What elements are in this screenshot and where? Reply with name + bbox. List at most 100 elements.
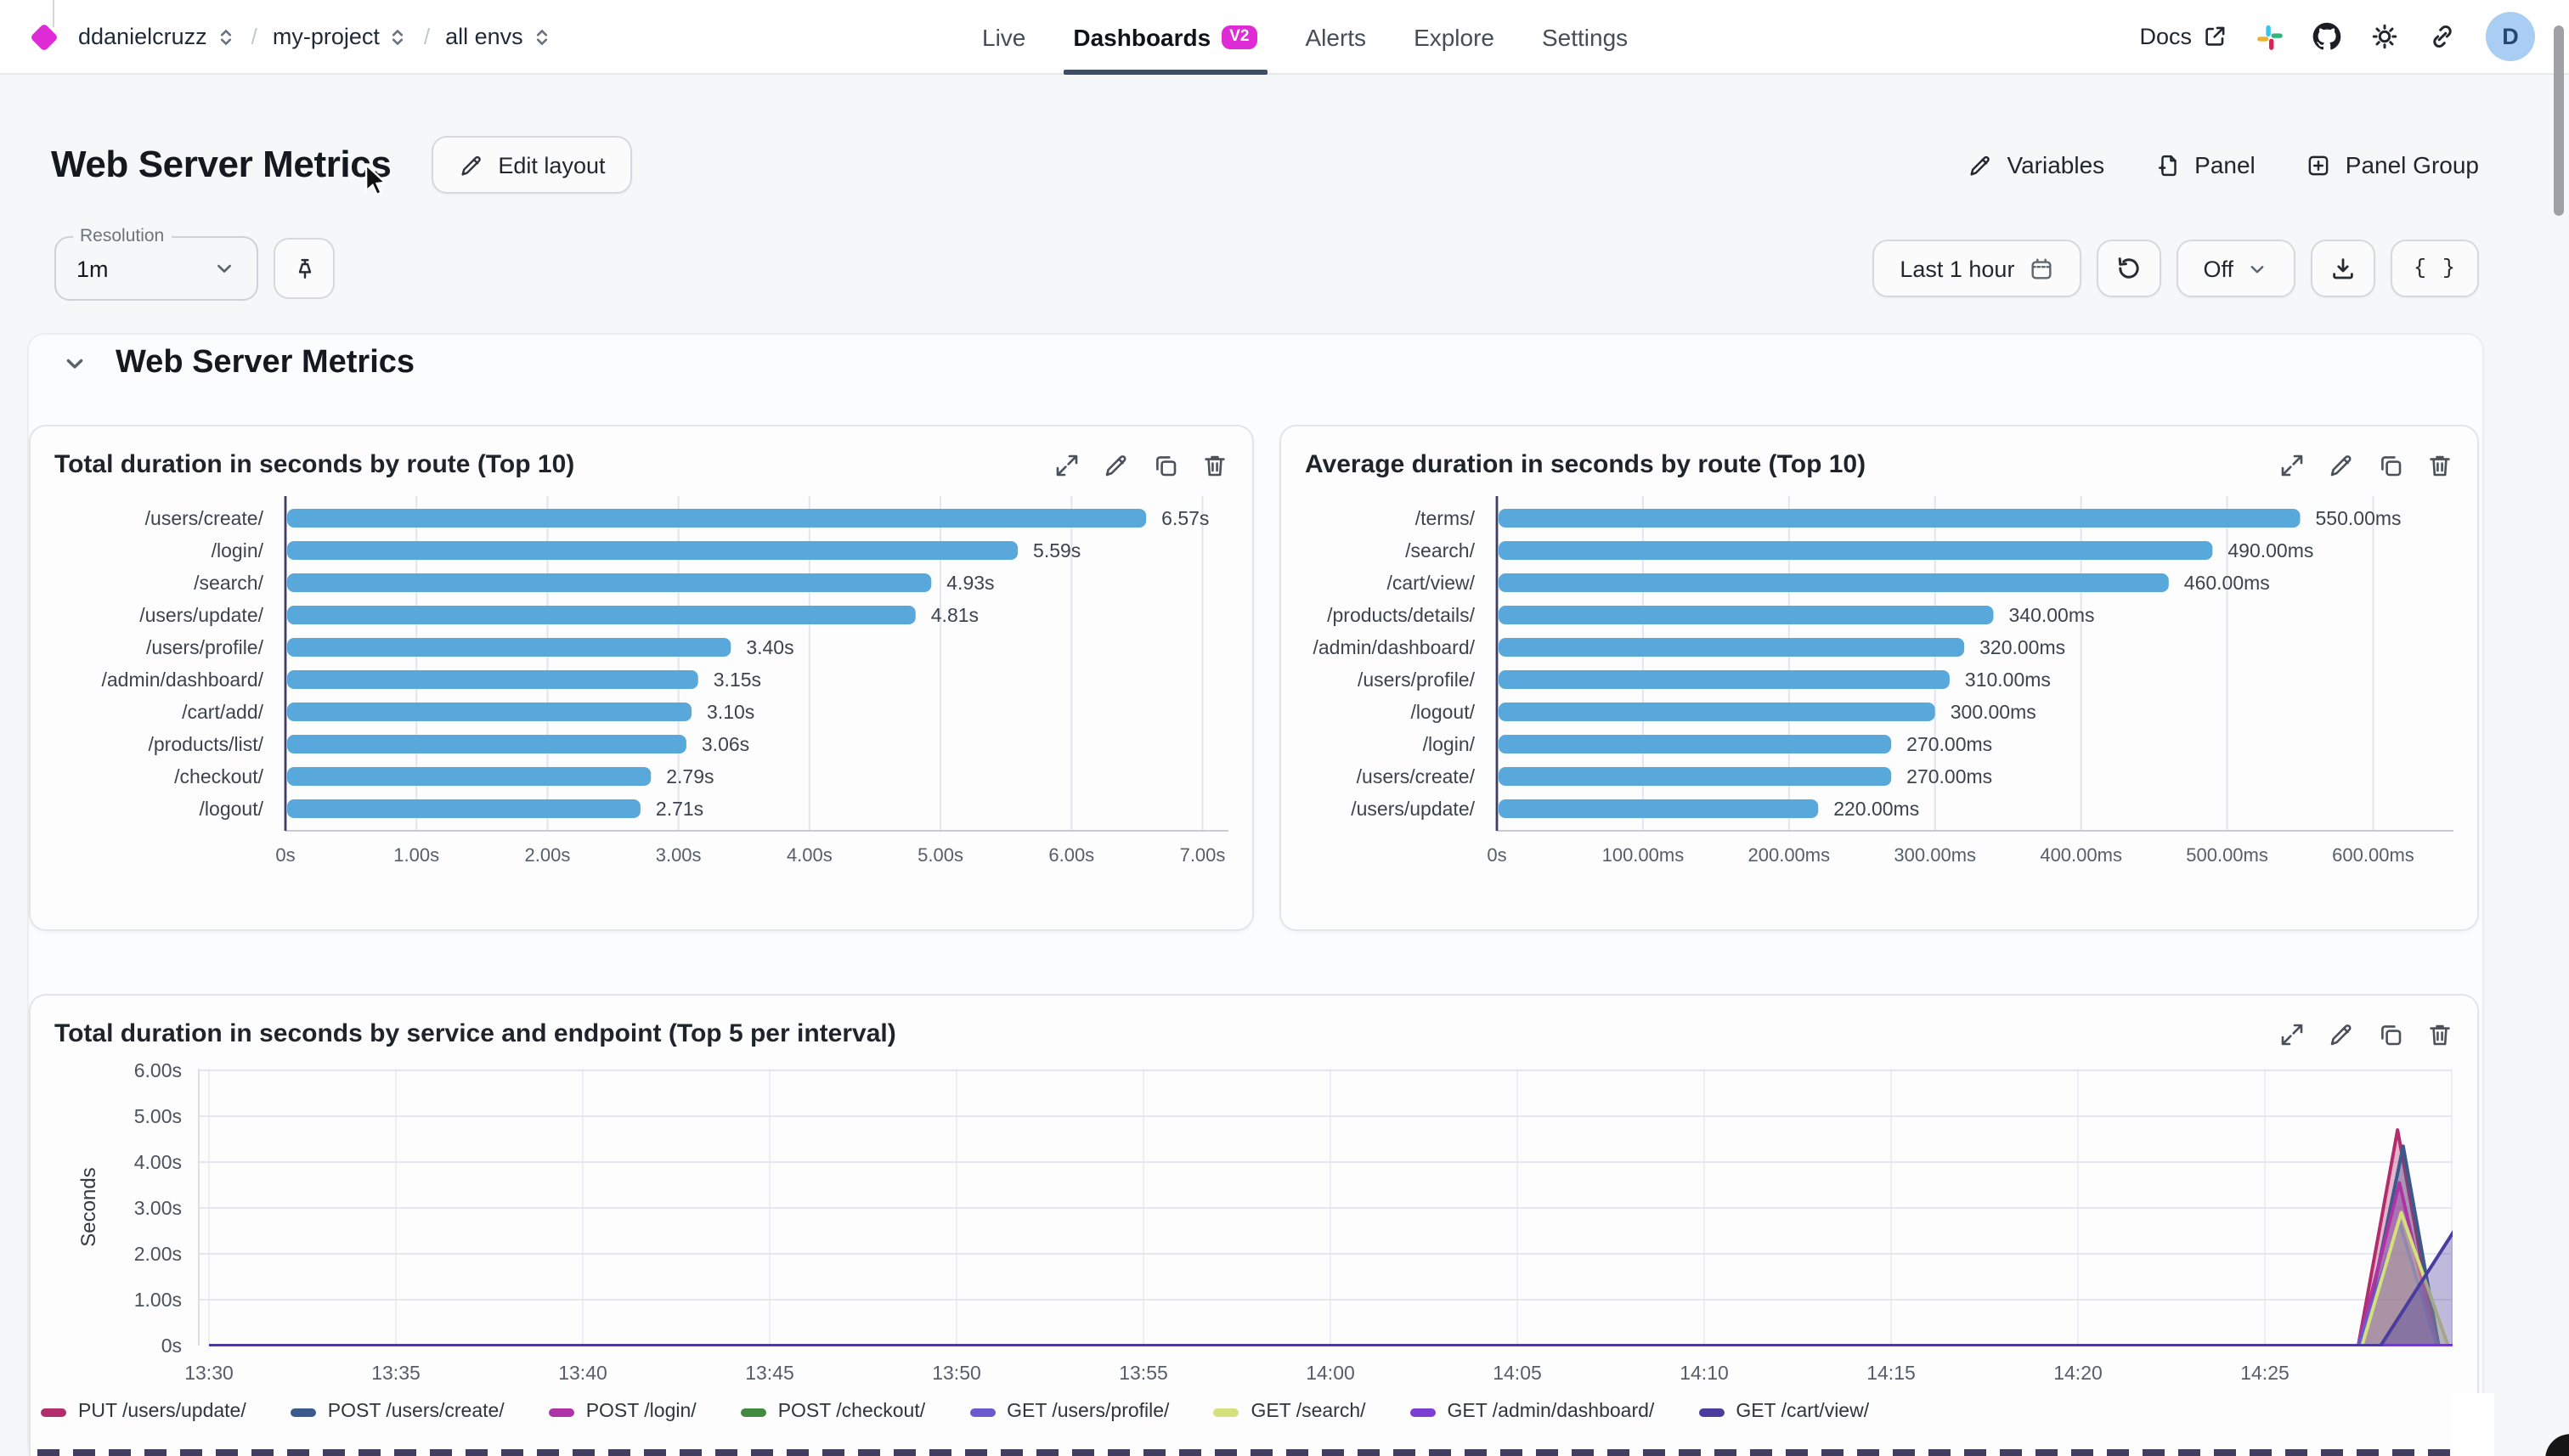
- add-panel-group-button[interactable]: Panel Group: [2306, 151, 2479, 178]
- tab-live[interactable]: Live: [982, 0, 1025, 75]
- tab-settings[interactable]: Settings: [1542, 0, 1628, 75]
- bar[interactable]: [1499, 573, 2169, 592]
- svg-text:/login/: /login/: [212, 539, 264, 562]
- average-duration-by-route-chart[interactable]: /terms/550.00ms/search/490.00ms/cart/vie…: [1305, 496, 2457, 873]
- duplicate-panel-button[interactable]: [1152, 451, 1179, 478]
- delete-panel-button[interactable]: [2426, 451, 2453, 478]
- series-line[interactable]: [209, 1211, 2457, 1346]
- resolution-value: 1m: [76, 256, 109, 281]
- delete-panel-button[interactable]: [2426, 1020, 2453, 1047]
- bar[interactable]: [287, 541, 1019, 560]
- edit-panel-button[interactable]: [1103, 451, 1130, 478]
- expand-panel-button[interactable]: [2278, 451, 2306, 478]
- breadcrumb-item[interactable]: my-project: [273, 24, 409, 49]
- edit-panel-button[interactable]: [2328, 1020, 2355, 1047]
- duplicate-panel-button[interactable]: [2377, 1020, 2404, 1047]
- bar[interactable]: [287, 606, 916, 624]
- bar[interactable]: [1499, 541, 2213, 560]
- bar[interactable]: [287, 670, 698, 689]
- legend-item[interactable]: GET /search/: [1213, 1402, 1366, 1422]
- expand-panel-button[interactable]: [1053, 451, 1081, 478]
- bar[interactable]: [287, 703, 692, 721]
- bar[interactable]: [1499, 735, 1892, 753]
- download-button[interactable]: [2311, 240, 2376, 297]
- expand-panel-button[interactable]: [2278, 1020, 2306, 1047]
- legend-item[interactable]: GET /cart/view/: [1698, 1402, 1869, 1422]
- bar[interactable]: [287, 509, 1147, 528]
- docs-link[interactable]: Docs: [2139, 24, 2227, 49]
- breadcrumb-item[interactable]: ddanielcruzz: [78, 24, 236, 49]
- tab-alerts[interactable]: Alerts: [1305, 0, 1366, 75]
- svg-text:310.00ms: 310.00ms: [1965, 669, 2051, 691]
- bar[interactable]: [1499, 767, 1892, 786]
- series-line[interactable]: [209, 1144, 2457, 1346]
- variables-button[interactable]: Variables: [1968, 151, 2104, 178]
- avatar[interactable]: D: [2486, 12, 2535, 61]
- tab-label: Dashboards: [1073, 24, 1211, 51]
- breadcrumb-label: all envs: [445, 24, 523, 49]
- legend-item[interactable]: PUT /users/update/: [41, 1402, 246, 1422]
- bar[interactable]: [1499, 670, 1950, 689]
- add-panel-button[interactable]: Panel: [2155, 151, 2256, 178]
- panel-group-label: Panel Group: [2345, 151, 2479, 178]
- share-link-icon[interactable]: [2428, 22, 2457, 51]
- svg-text:13:40: 13:40: [558, 1362, 607, 1384]
- legend-swatch: [290, 1408, 316, 1416]
- svg-text:/search/: /search/: [194, 572, 263, 594]
- scrollbar[interactable]: [2554, 25, 2564, 216]
- legend-item[interactable]: POST /login/: [548, 1402, 697, 1422]
- delete-panel-button[interactable]: [1201, 451, 1228, 478]
- toolbar: Resolution 1m Last 1 hour Off: [54, 226, 2479, 301]
- breadcrumb-item[interactable]: all envs: [445, 24, 552, 49]
- panel-header: Total duration in seconds by route (Top …: [31, 426, 1252, 479]
- bar[interactable]: [287, 735, 686, 753]
- legend-item[interactable]: POST /checkout/: [740, 1402, 925, 1422]
- bar[interactable]: [287, 767, 652, 786]
- total-duration-by-route-chart[interactable]: /users/create/6.57s/login/5.59s/search/4…: [54, 496, 1232, 873]
- theme-toggle-icon[interactable]: [2370, 22, 2399, 51]
- duplicate-panel-button[interactable]: [2377, 451, 2404, 478]
- svg-text:3.00s: 3.00s: [656, 844, 702, 866]
- bar[interactable]: [1499, 509, 2301, 528]
- refresh-button[interactable]: [2096, 240, 2161, 297]
- bar[interactable]: [287, 638, 731, 657]
- delete-icon: [1205, 454, 1225, 476]
- json-view-button[interactable]: { }: [2391, 240, 2479, 297]
- tab-explore[interactable]: Explore: [1414, 0, 1494, 75]
- edit-layout-button[interactable]: Edit layout: [432, 136, 633, 194]
- tab-dashboards[interactable]: Dashboards V2: [1063, 0, 1268, 75]
- github-icon[interactable]: [2312, 22, 2341, 51]
- section-header[interactable]: Web Server Metrics: [61, 345, 415, 382]
- bar[interactable]: [287, 573, 932, 592]
- legend-item[interactable]: GET /admin/dashboard/: [1409, 1402, 1654, 1422]
- edit-panel-button[interactable]: [2328, 451, 2355, 478]
- nav-tabs: Live Dashboards V2 Alerts Explore Settings: [982, 0, 1628, 75]
- floating-action-button[interactable]: [2545, 1434, 2569, 1456]
- svg-text:7.00s: 7.00s: [1180, 844, 1226, 866]
- bar[interactable]: [287, 799, 641, 818]
- series-line[interactable]: [209, 1228, 2457, 1346]
- auto-refresh-select[interactable]: Off: [2176, 240, 2296, 297]
- bar[interactable]: [1499, 703, 1935, 721]
- resolution-select[interactable]: Resolution 1m: [54, 226, 258, 301]
- time-range-button[interactable]: Last 1 hour: [1872, 240, 2081, 297]
- legend-item[interactable]: GET /users/profile/: [969, 1402, 1169, 1422]
- svg-text:6.00s: 6.00s: [1048, 844, 1094, 866]
- legend-label: GET /users/profile/: [1007, 1402, 1170, 1422]
- tooltip-placeholder: [2452, 1393, 2494, 1456]
- edit-icon: [2330, 454, 2352, 476]
- bar[interactable]: [1499, 606, 1994, 624]
- series-line[interactable]: [209, 1220, 2457, 1346]
- svg-text:14:15: 14:15: [1866, 1362, 1916, 1384]
- legend-swatch: [969, 1408, 996, 1416]
- edit-icon: [1105, 454, 1126, 476]
- slack-icon[interactable]: [2256, 23, 2284, 50]
- legend-item[interactable]: POST /users/create/: [290, 1402, 505, 1422]
- duration-timeseries-chart[interactable]: 0s 1.00s 2.00s 3.00s 4.00s 5.00s 6.00s Seconds 1…: [54, 1055, 2457, 1398]
- pin-button[interactable]: [274, 238, 335, 299]
- svg-text:/users/create/: /users/create/: [145, 507, 264, 529]
- duplicate-icon: [1156, 455, 1177, 476]
- bar[interactable]: [1499, 799, 1819, 818]
- svg-text:4.00s: 4.00s: [134, 1151, 182, 1173]
- bar[interactable]: [1499, 638, 1965, 657]
